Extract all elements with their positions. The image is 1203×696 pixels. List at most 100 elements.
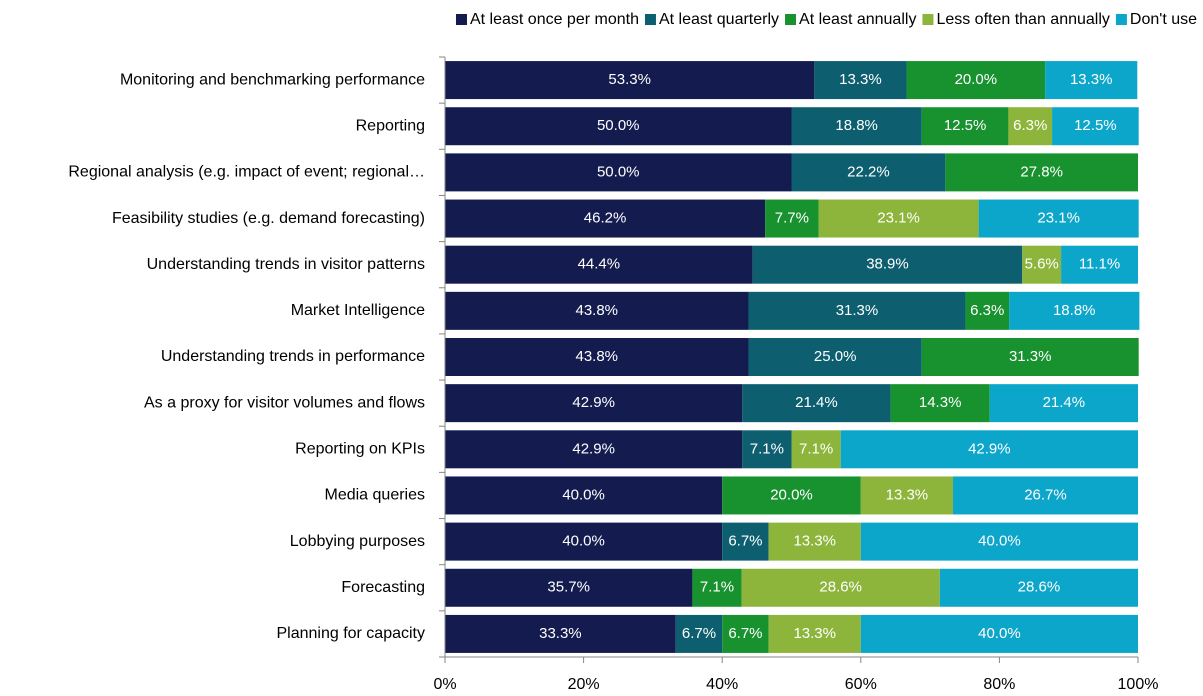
bar-segment xyxy=(768,614,861,653)
bar-segment xyxy=(921,338,1139,376)
bar-segment xyxy=(921,107,1009,146)
data-label: 18.8% xyxy=(835,117,878,134)
data-label: 40.0% xyxy=(562,486,605,503)
x-tick-label: 60% xyxy=(845,676,877,693)
bar-segment xyxy=(752,245,1023,284)
bar-segment xyxy=(722,476,861,515)
data-label: 12.5% xyxy=(1074,117,1117,134)
bar-segment xyxy=(741,568,940,607)
category-label: Forecasting xyxy=(341,579,425,596)
x-tick-label: 80% xyxy=(983,676,1015,693)
bar-segment xyxy=(742,384,891,423)
data-label: 33.3% xyxy=(539,625,582,642)
bar-segment xyxy=(748,338,922,376)
legend-label: Don't use xyxy=(1130,11,1197,28)
data-label: 50.0% xyxy=(597,163,640,180)
data-label: 28.6% xyxy=(819,579,862,596)
bar-segment xyxy=(1022,245,1062,284)
bar-segment xyxy=(989,384,1138,423)
category-label: Planning for capacity xyxy=(276,625,425,642)
data-label: 6.7% xyxy=(682,625,716,642)
data-label: 40.0% xyxy=(978,533,1021,550)
data-label: 7.1% xyxy=(799,440,833,457)
data-label: 20.0% xyxy=(955,71,998,88)
legend-swatch xyxy=(455,14,467,25)
bar-segment xyxy=(445,522,723,561)
data-label: 28.6% xyxy=(1018,579,1061,596)
category-label: Understanding trends in visitor patterns xyxy=(147,256,425,273)
bar-segment xyxy=(445,61,815,100)
data-label: 20.0% xyxy=(770,486,813,503)
data-label: 7.1% xyxy=(750,440,784,457)
data-label: 13.3% xyxy=(793,533,836,550)
bar-segment xyxy=(952,476,1138,515)
data-label: 23.1% xyxy=(1037,210,1080,227)
bar-segment xyxy=(814,61,907,100)
data-label: 6.3% xyxy=(1013,117,1047,134)
data-label: 40.0% xyxy=(562,533,605,550)
data-label: 21.4% xyxy=(1043,394,1086,411)
bar-segment xyxy=(445,384,743,423)
bar-segment xyxy=(906,61,1046,100)
bar-segment xyxy=(748,291,966,330)
category-label: Understanding trends in performance xyxy=(161,348,425,365)
data-label: 13.3% xyxy=(793,625,836,642)
data-label: 12.5% xyxy=(944,117,987,134)
data-label: 44.4% xyxy=(578,256,621,273)
data-label: 5.6% xyxy=(1025,256,1059,273)
bar-segment xyxy=(1009,291,1140,330)
data-label: 6.3% xyxy=(970,302,1004,319)
legend-swatch xyxy=(785,14,797,25)
bar-segment xyxy=(791,430,841,469)
bar-segment xyxy=(890,384,990,423)
data-label: 21.4% xyxy=(795,394,838,411)
legend-label: Less often than annually xyxy=(936,11,1109,28)
data-label: 46.2% xyxy=(584,210,627,227)
bar-segment xyxy=(445,338,749,376)
category-label: Feasibility studies (e.g. demand forecas… xyxy=(112,210,425,227)
data-label: 42.9% xyxy=(572,394,615,411)
bar-segment xyxy=(445,476,723,515)
data-label: 42.9% xyxy=(572,440,615,457)
data-label: 13.3% xyxy=(1070,71,1113,88)
bar-segment xyxy=(675,614,723,653)
bar-segment xyxy=(1045,61,1138,100)
category-label: Monitoring and benchmarking performance xyxy=(120,71,425,88)
data-label: 43.8% xyxy=(575,348,618,365)
bar-segment xyxy=(791,107,922,146)
legend-swatch xyxy=(644,14,656,25)
category-label: Lobbying purposes xyxy=(290,533,425,550)
data-label: 13.3% xyxy=(839,71,882,88)
bar-segment xyxy=(945,153,1138,192)
legend-label: At least annually xyxy=(799,11,916,28)
bar-segment xyxy=(965,291,1010,330)
bar-segment xyxy=(765,199,819,238)
bar-segment xyxy=(768,522,861,561)
bar-segment xyxy=(445,153,792,192)
bar-segment xyxy=(939,568,1138,607)
bar-segment xyxy=(1008,107,1053,146)
bar-segment xyxy=(722,522,769,561)
data-label: 6.7% xyxy=(728,533,762,550)
bar-segment xyxy=(445,614,676,653)
data-label: 35.7% xyxy=(547,579,590,596)
data-label: 38.9% xyxy=(866,256,909,273)
data-label: 26.7% xyxy=(1024,486,1067,503)
data-label: 11.1% xyxy=(1079,256,1120,273)
bar-segment xyxy=(860,522,1138,561)
bar-segment xyxy=(742,430,792,469)
data-label: 6.7% xyxy=(728,625,762,642)
bar-segment xyxy=(1052,107,1139,146)
data-label: 53.3% xyxy=(608,71,651,88)
data-label: 50.0% xyxy=(597,117,640,134)
bar-segment xyxy=(445,291,749,330)
category-label: Reporting xyxy=(356,117,425,134)
data-label: 42.9% xyxy=(968,440,1011,457)
category-label: Market Intelligence xyxy=(291,302,425,319)
bar-segment xyxy=(1061,245,1138,284)
x-tick-label: 40% xyxy=(706,676,738,693)
data-label: 18.8% xyxy=(1053,302,1096,319)
category-label: Regional analysis (e.g. impact of event;… xyxy=(68,164,425,181)
data-label: 7.7% xyxy=(775,210,809,227)
